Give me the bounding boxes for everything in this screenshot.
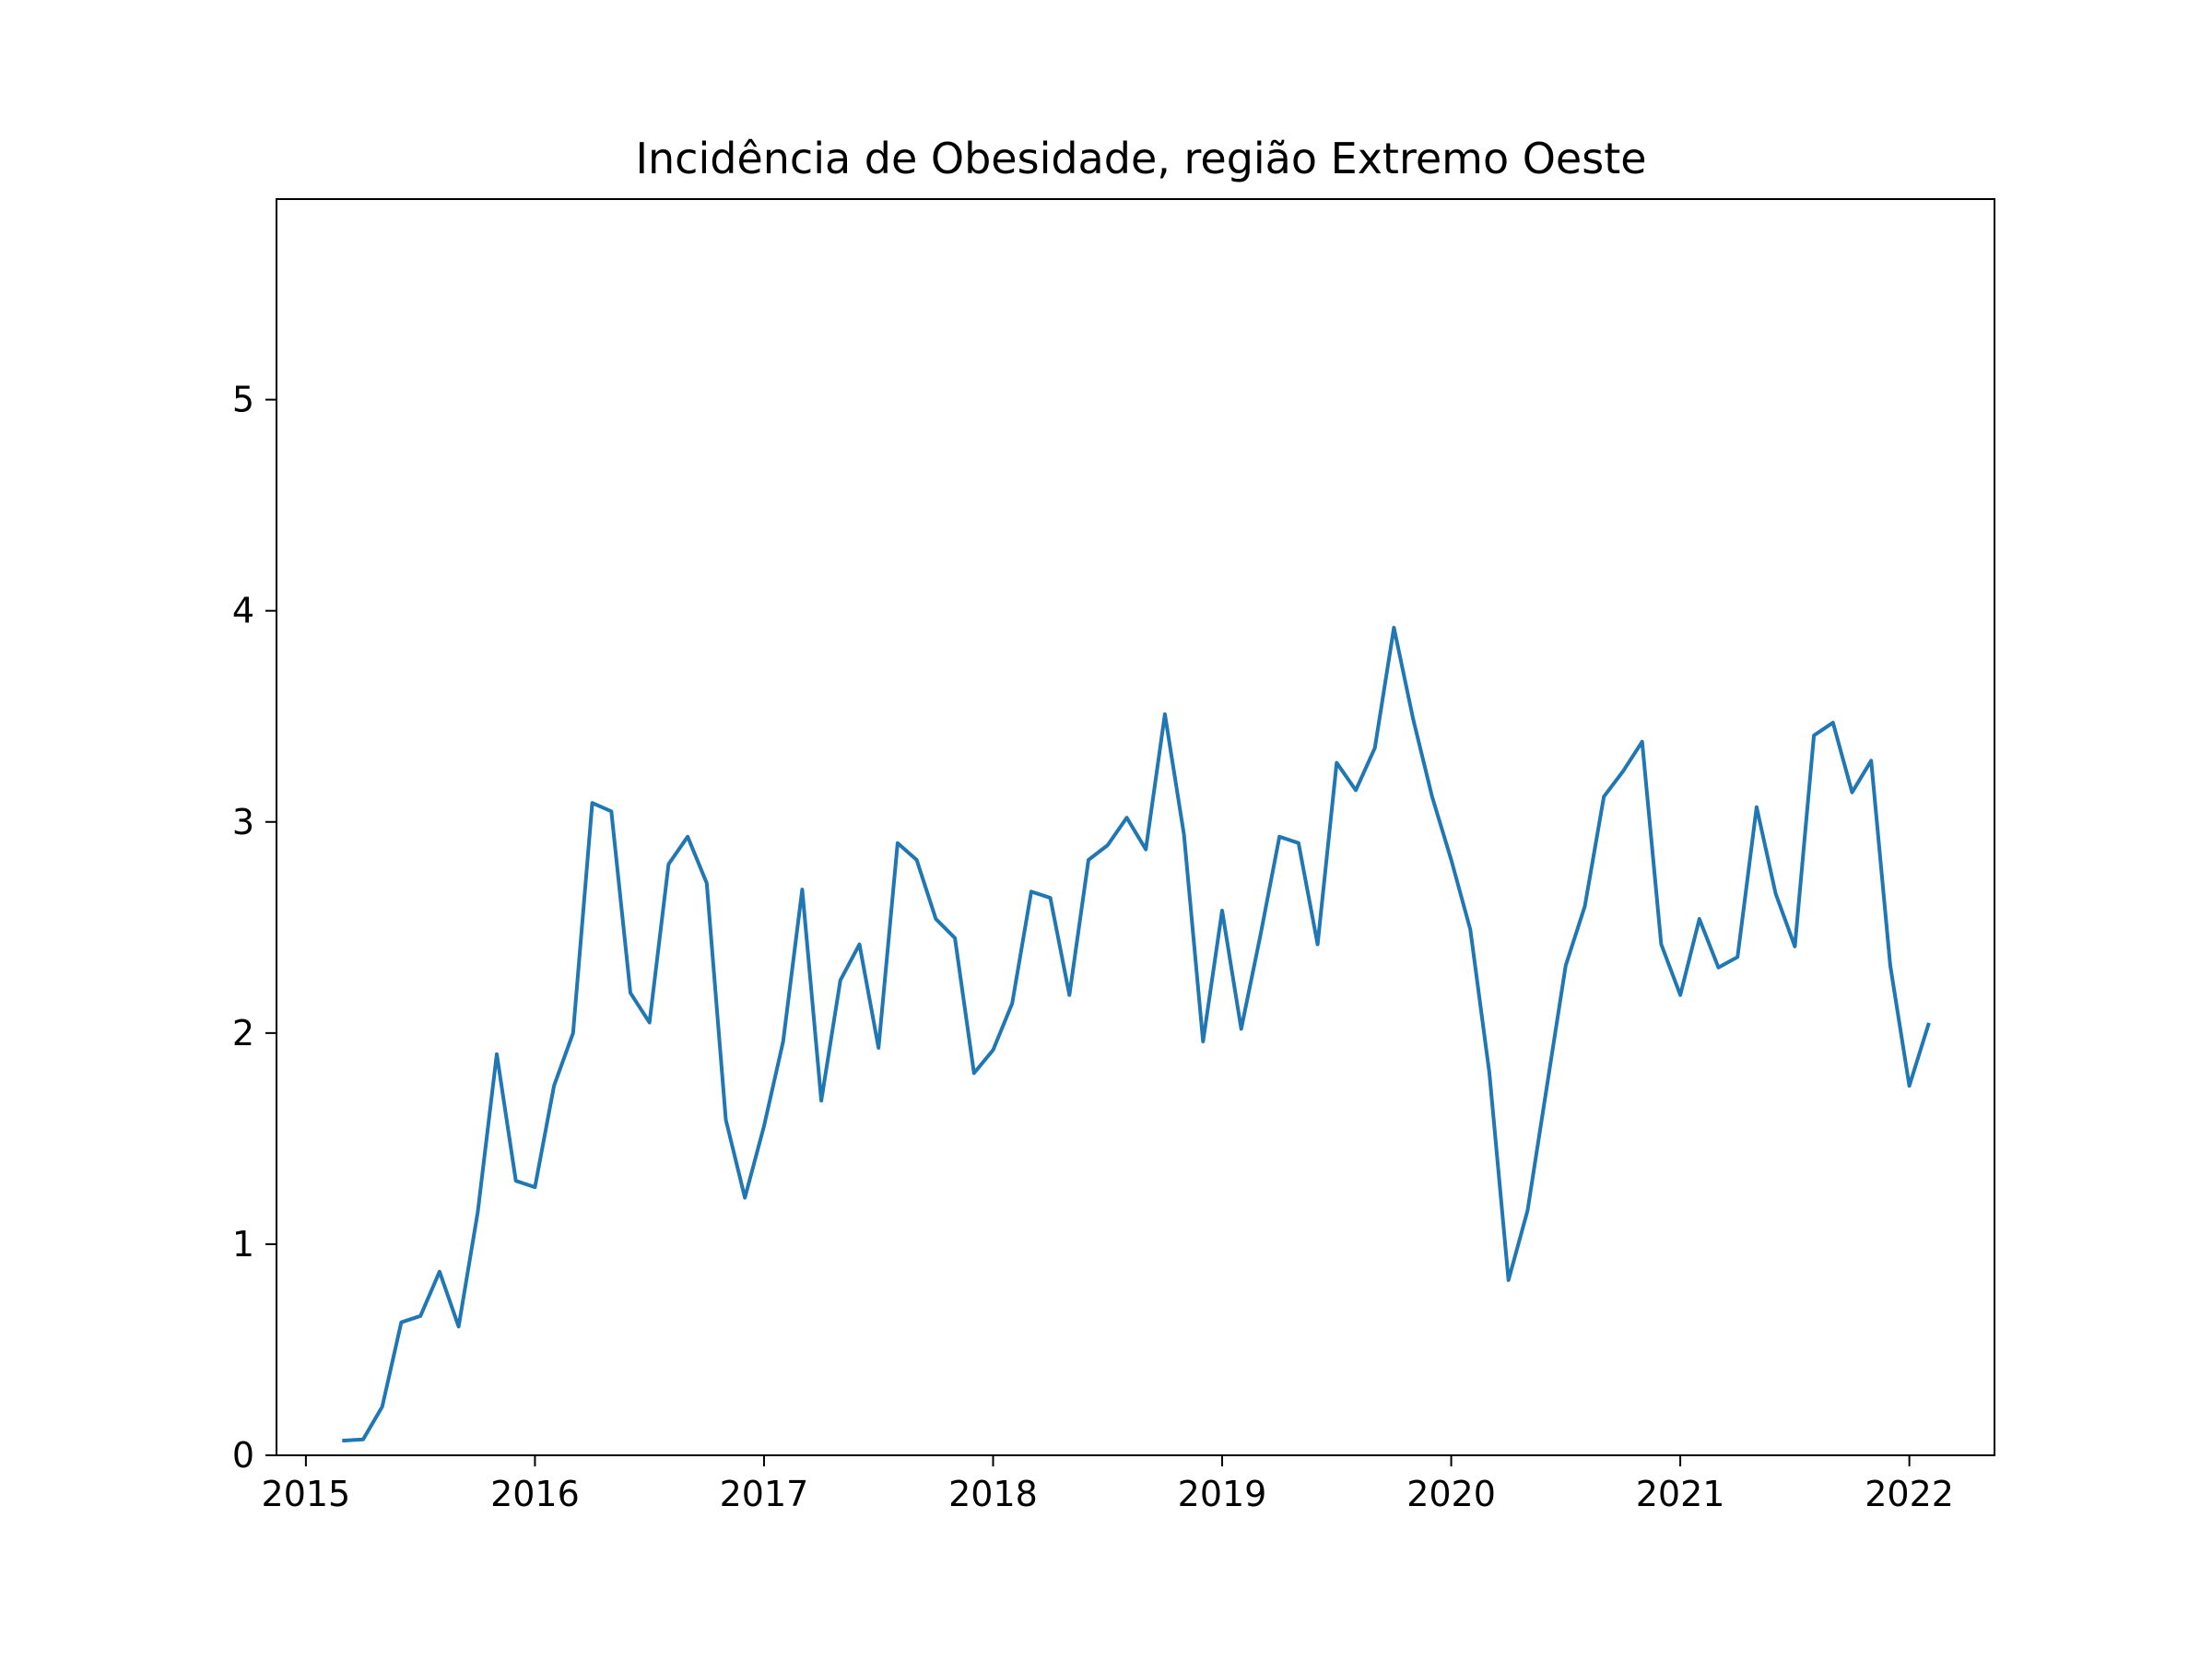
axis-ticks: 2015 2016 2017 2018 2019 2020 2021 2022 0 1 2 3 4 5 <box>232 380 1954 1514</box>
plot-area <box>342 626 1931 1443</box>
x-tick-label: 2021 <box>1636 1474 1725 1514</box>
y-tick-label: 5 <box>232 380 254 420</box>
y-tick-label: 3 <box>232 802 254 842</box>
x-tick-label: 2022 <box>1865 1474 1954 1514</box>
x-tick-label: 2017 <box>720 1474 809 1514</box>
chart-title: Incidência de Obesidade, região Extremo … <box>635 134 1646 183</box>
x-tick-label: 2016 <box>490 1474 580 1514</box>
series-line <box>342 626 1931 1443</box>
y-tick-label: 0 <box>232 1435 254 1476</box>
y-tick-label: 1 <box>232 1224 254 1265</box>
x-tick-label: 2018 <box>948 1474 1038 1514</box>
x-tick-label: 2019 <box>1178 1474 1267 1514</box>
x-tick-label: 2015 <box>262 1474 351 1514</box>
y-tick-label: 2 <box>232 1013 254 1053</box>
x-tick-label: 2020 <box>1406 1474 1496 1514</box>
axes-frame <box>276 198 1995 1456</box>
y-tick-label: 4 <box>232 591 254 631</box>
